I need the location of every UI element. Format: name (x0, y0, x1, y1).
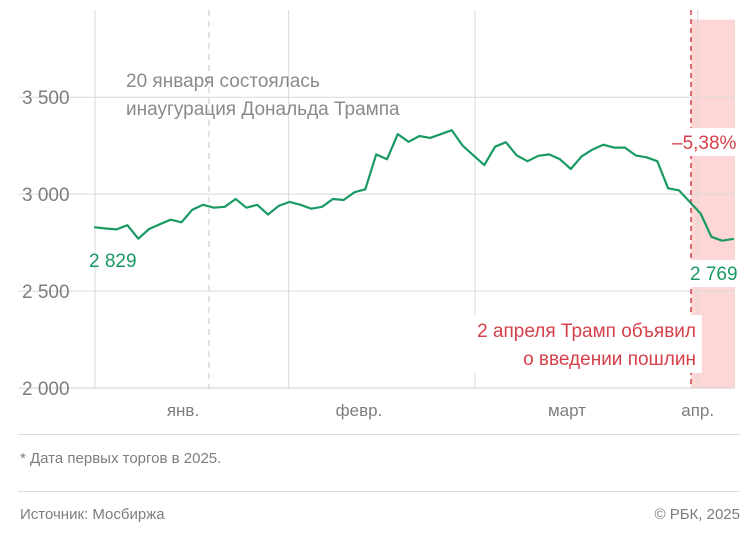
tariffs-annotation-line1: 2 апреля Трамп объявил (477, 321, 696, 342)
footer-divider (18, 491, 740, 492)
y-axis-labels: 2 000 2 500 3 000 3 500 (22, 88, 70, 400)
source-label: Источник: Мосбиржа (20, 506, 165, 523)
tariffs-annotation-line2: о введении пошлин (523, 349, 696, 370)
tariffs-label-bg (452, 315, 702, 373)
start-value-label: 2 829 (89, 251, 137, 272)
x-tick-label: апр. (681, 401, 714, 420)
x-axis-labels: янв. февр. март апр. (167, 401, 714, 420)
copyright-label: © РБК, 2025 (654, 506, 740, 523)
change-percent-label: –5,38% (672, 133, 737, 154)
change-label-bg (670, 128, 740, 156)
x-tick-label: март (548, 401, 586, 420)
line-chart: 2 000 2 500 3 000 3 500 янв. февр. март апр. 2… (18, 10, 740, 420)
chart-divider (18, 434, 740, 435)
y-tick-label: 3 500 (22, 88, 70, 109)
end-value-label-bg (685, 260, 740, 287)
y-tick-label: 2 500 (22, 282, 70, 303)
footnote: * Дата первых торгов в 2025. (20, 450, 222, 467)
y-tick-label: 2 000 (22, 379, 70, 400)
y-gridlines (18, 96, 735, 292)
inauguration-annotation-line2: инаугурация Дональда Трампа (126, 99, 400, 120)
series-line (93, 129, 735, 242)
y-tick-label: 3 000 (22, 185, 70, 206)
x-tick-label: февр. (336, 401, 383, 420)
x-tick-label: янв. (167, 401, 199, 420)
end-value-label: 2 769 (690, 264, 738, 285)
inauguration-annotation-line1: 20 января состоялась (126, 71, 320, 92)
